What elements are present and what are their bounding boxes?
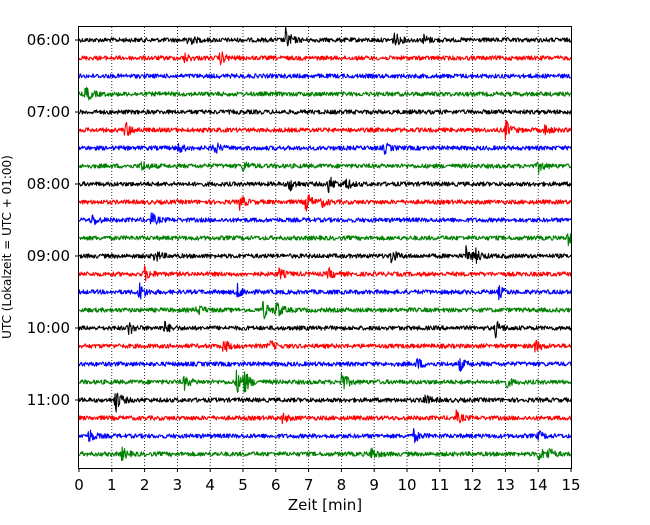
trace-line [78,26,572,47]
trace-line [78,392,572,413]
trace-line [78,119,572,141]
trace-line [78,427,572,444]
trace-line [78,320,572,339]
trace-line [78,51,572,66]
y-axis-label: UTC (Lokalzeit = UTC + 01:00) [0,155,14,339]
trace-line [78,446,572,462]
y-tick-label: 06:00 [27,31,70,49]
y-tick-label: 10:00 [27,319,70,337]
trace-line [78,233,572,247]
x-tick-label: 14 [529,476,548,494]
trace-line [78,109,572,115]
x-tick-label: 10 [397,476,416,494]
x-tick-label: 7 [304,476,314,494]
y-tick-label: 09:00 [27,247,70,265]
trace-line [78,142,572,155]
x-tick-label: 0 [74,476,84,494]
plot-frame [78,26,572,469]
trace-line [78,194,572,212]
x-tick-label: 5 [238,476,248,494]
x-tick-label: 4 [205,476,215,494]
trace-line [78,409,572,425]
y-tick-label: 08:00 [27,175,70,193]
trace-line [78,86,572,101]
trace-line [78,212,572,226]
trace-line [78,339,572,353]
trace-line [78,369,572,393]
trace-line [78,265,572,282]
x-tick-label: 2 [140,476,150,494]
trace-line [78,161,572,174]
x-tick-label: 15 [561,476,580,494]
trace-line [78,358,572,372]
x-axis: 0 1 2 3 4 5 6 7 8 9 10 11 12 13 14 15 [74,468,581,494]
x-tick-label: 13 [496,476,515,494]
trace-layer [78,26,572,462]
x-tick-label: 1 [107,476,117,494]
x-tick-label: 3 [173,476,183,494]
y-tick-label: 07:00 [27,103,70,121]
trace-line [78,245,572,264]
y-axis: 06:00 07:00 08:00 09:00 10:00 11:00 [27,31,79,409]
x-tick-label: 9 [369,476,379,494]
trace-line [78,176,572,194]
x-tick-label: 11 [430,476,449,494]
trace-line [78,282,572,301]
x-axis-label: Zeit [min] [288,496,362,514]
x-tick-label: 6 [271,476,281,494]
y-tick-label: 11:00 [27,391,70,409]
x-tick-label: 8 [337,476,347,494]
x-tick-label: 12 [463,476,482,494]
trace-line [78,73,572,79]
trace-line [78,300,572,320]
